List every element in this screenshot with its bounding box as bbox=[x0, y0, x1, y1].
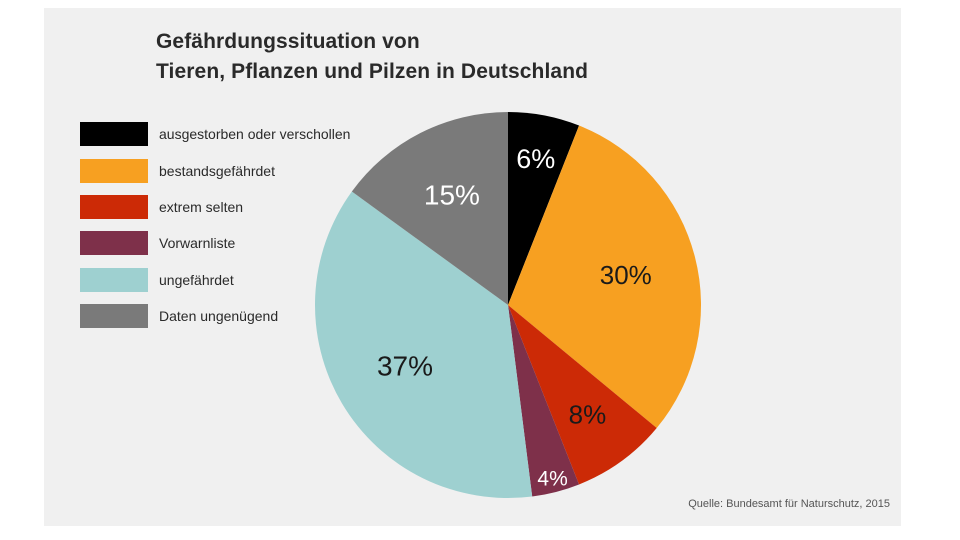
slice-value-label: 30% bbox=[600, 260, 652, 290]
slice-value-label: 15% bbox=[424, 179, 480, 210]
pie-slice bbox=[508, 305, 580, 497]
legend-swatch bbox=[80, 268, 148, 292]
legend-item-daten-ungenuegend: Daten ungenügend bbox=[80, 304, 380, 328]
slice-value-label: 37% bbox=[377, 350, 433, 381]
legend-label: bestandsgefährdet bbox=[159, 163, 275, 179]
legend-label: ausgestorben oder verschollen bbox=[159, 126, 351, 142]
legend-swatch bbox=[80, 159, 148, 183]
pie-slice bbox=[508, 305, 657, 485]
slice-value-label: 8% bbox=[569, 399, 607, 429]
legend-item-ausgestorben: ausgestorben oder verschollen bbox=[80, 122, 380, 146]
legend-swatch bbox=[80, 304, 148, 328]
pie-slice bbox=[508, 112, 580, 305]
legend-swatch bbox=[80, 195, 148, 219]
legend-item-bestandsgefaehrdet: bestandsgefährdet bbox=[80, 159, 380, 183]
legend-label: Vorwarnliste bbox=[159, 235, 236, 251]
chart-title: Gefährdungssituation von bbox=[156, 30, 420, 53]
chart-subtitle: Tieren, Pflanzen und Pilzen in Deutschla… bbox=[156, 60, 589, 83]
source-note: Quelle: Bundesamt für Naturschutz, 2015 bbox=[688, 498, 890, 510]
slice-value-label: 4% bbox=[537, 467, 567, 490]
legend-label: Daten ungenügend bbox=[159, 308, 279, 324]
legend-swatch bbox=[80, 122, 148, 146]
slice-value-label: 6% bbox=[516, 144, 555, 174]
legend-item-vorwarnliste: Vorwarnliste bbox=[80, 231, 380, 255]
pie-slice bbox=[351, 112, 508, 305]
pie-slice bbox=[508, 125, 702, 429]
legend-item-extrem-selten: extrem selten bbox=[80, 195, 380, 219]
legend-label: ungefährdet bbox=[159, 272, 234, 288]
pie-slice bbox=[315, 191, 533, 499]
legend-label: extrem selten bbox=[159, 199, 244, 215]
legend-item-ungefaehrdet: ungefährdet bbox=[80, 268, 380, 292]
legend-swatch bbox=[80, 231, 148, 255]
